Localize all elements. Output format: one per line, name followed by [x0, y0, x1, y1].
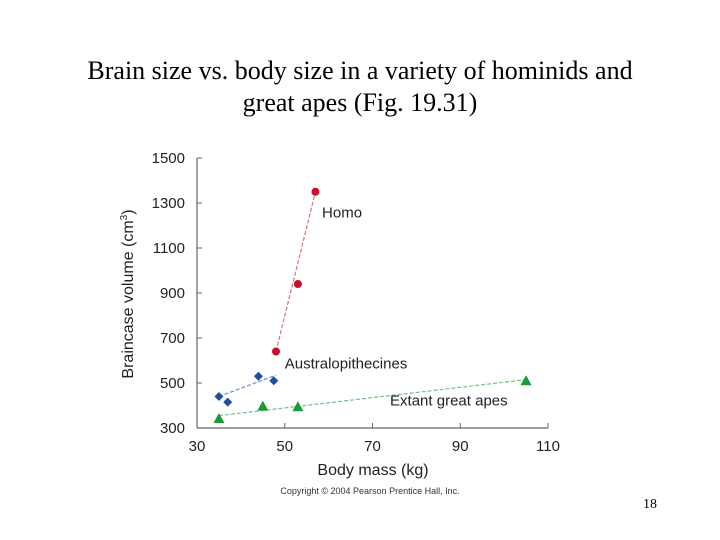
chart-axes: 300 500 700 900 1100 1300 1500 30 50 70 90 110 [152, 150, 560, 455]
slide-title: Brain size vs. body size in a variety of… [40, 55, 680, 119]
x-tick-label: 70 [364, 438, 381, 455]
y-tick-label: 300 [160, 420, 185, 437]
copyright-text: Copyright © 2004 Pearson Prentice Hall, … [280, 486, 459, 496]
x-tick-label: 50 [276, 438, 293, 455]
extant-great-apes-point [292, 401, 304, 412]
homo-point [293, 280, 302, 288]
y-tick-label: 1500 [152, 150, 185, 167]
extant-great-apes-point [213, 413, 225, 423]
slide-title-line2: great apes (Fig. 19.31) [242, 88, 478, 117]
australopithecines-point [223, 397, 233, 407]
extant-great-apes-trend-line [218, 379, 527, 417]
australopithecines-point [214, 392, 224, 401]
x-tick-label: 90 [452, 438, 469, 455]
australopithecines-point [253, 371, 263, 381]
x-axis-label: Body mass (kg) [317, 462, 428, 479]
australopithecines-label: Australopithecines [285, 355, 408, 372]
y-tick-label: 900 [160, 285, 185, 302]
australopithecines-trend-line [218, 374, 277, 398]
homo-label: Homo [322, 205, 362, 222]
y-axis-label-main: Braincase volume (cm [120, 220, 137, 378]
page-number: 18 [643, 497, 657, 512]
x-tick-label: 110 [536, 438, 560, 455]
australopithecines-point [269, 376, 279, 386]
extant-great-apes-point [257, 400, 269, 411]
series-labels: Homo Australopithecines Extant great apes [285, 205, 508, 410]
y-axis-label-sup: 3 [119, 214, 130, 220]
y-axis-label-end: ) [120, 209, 137, 214]
y-axis-label: Braincase volume (cm3) [119, 209, 137, 378]
y-tick-label: 700 [160, 330, 185, 347]
homo-trend-line [275, 191, 317, 352]
x-tick-label: 30 [189, 438, 206, 455]
y-tick-label: 500 [160, 375, 185, 392]
homo-point [311, 187, 320, 196]
homo-point [271, 347, 280, 356]
extant-great-apes-label: Extant great apes [390, 393, 508, 410]
slide-title-line1: Brain size vs. body size in a variety of… [87, 56, 633, 85]
trend-lines [218, 191, 527, 417]
extant-great-apes-point [520, 375, 532, 386]
y-tick-label: 1300 [152, 195, 185, 212]
data-points [213, 187, 532, 423]
y-tick-label: 1100 [153, 240, 185, 257]
